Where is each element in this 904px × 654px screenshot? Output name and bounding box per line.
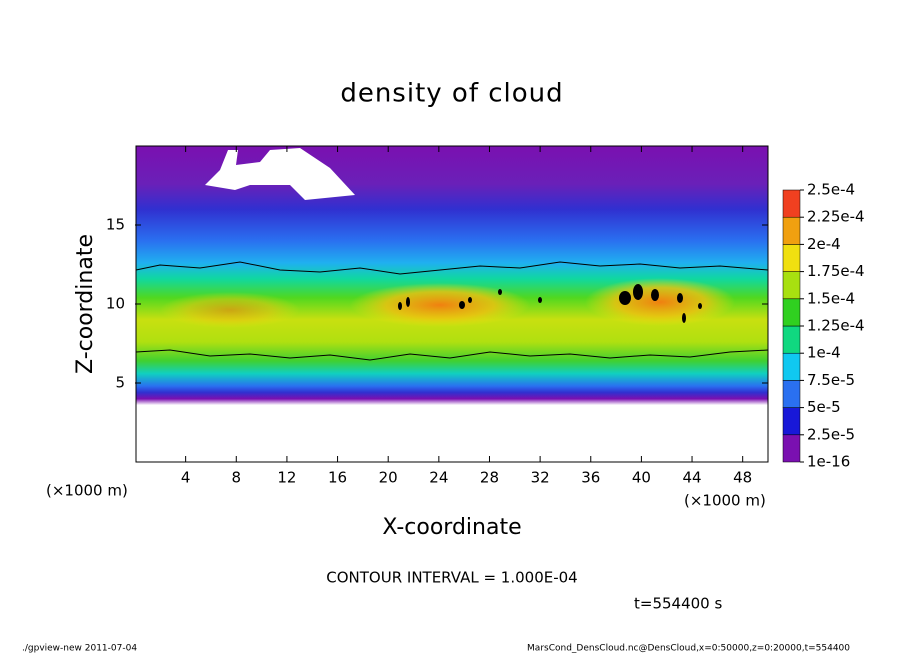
x-tick-label: 8 <box>232 469 242 487</box>
x-tick-label: 36 <box>581 469 600 487</box>
field-hotspot <box>160 292 300 328</box>
y-axis-title: Z-coordinate <box>73 234 98 374</box>
colorbar-label: 2.5e-5 <box>807 425 855 443</box>
x-tick-label: 16 <box>328 469 347 487</box>
colorbar-label: 1.75e-4 <box>807 262 865 280</box>
x-tick-label: 48 <box>733 469 752 487</box>
field-hotspot <box>585 278 735 326</box>
x-tick-label: 4 <box>181 469 191 487</box>
colorbar-label: 1.5e-4 <box>807 289 855 307</box>
colorbar-label: 1.25e-4 <box>807 317 865 335</box>
colorbar-band <box>782 380 801 408</box>
x-tick-label: 40 <box>632 469 651 487</box>
contour-line <box>135 349 769 361</box>
x-tick-label: 28 <box>480 469 499 487</box>
y-tick-label: 10 <box>106 295 125 313</box>
colorbar-band <box>782 434 801 463</box>
contour-interval: CONTOUR INTERVAL = 1.000E-04 <box>326 569 577 587</box>
colorbar-label: 1e-4 <box>807 344 841 362</box>
colorbar-band <box>782 216 801 245</box>
time-label: t=554400 s <box>634 595 722 613</box>
colorbar-band <box>782 325 801 354</box>
contour-islands <box>398 284 702 323</box>
y-tick-label: 5 <box>115 374 125 392</box>
colorbar-band <box>782 271 801 300</box>
y-unit: (×1000 m) <box>46 482 128 500</box>
field <box>135 145 769 463</box>
x-tick-label: 20 <box>379 469 398 487</box>
colorbar-band <box>782 298 801 327</box>
footer-left: ./gpview-new 2011-07-04 <box>22 644 137 654</box>
field-gap <box>205 148 355 200</box>
contour-line <box>135 261 769 275</box>
x-axis-title: X-coordinate <box>382 515 521 540</box>
colorbar-label: 5e-5 <box>807 398 841 416</box>
x-unit: (×1000 m) <box>684 492 766 510</box>
colorbar-label: 2e-4 <box>807 235 841 253</box>
colorbar-band <box>782 407 801 436</box>
x-tick-label: 44 <box>682 469 701 487</box>
colorbar-label: 2.5e-4 <box>807 181 855 199</box>
colorbar-band <box>782 189 801 218</box>
colorbar-label: 2.25e-4 <box>807 208 865 226</box>
colorbar-label: 1e-16 <box>807 453 850 471</box>
field-hotspot <box>350 283 530 327</box>
x-tick-label: 24 <box>429 469 448 487</box>
colorbar-band <box>782 244 801 272</box>
x-tick-label: 12 <box>277 469 296 487</box>
x-tick-label: 32 <box>531 469 550 487</box>
colorbar-label: 7.5e-5 <box>807 371 855 389</box>
colorbar-band <box>782 352 801 381</box>
y-tick-label: 15 <box>106 216 125 234</box>
chart-title: density of cloud <box>340 79 563 109</box>
footer-right: MarsCond_DensCloud.nc@DensCloud,x=0:5000… <box>527 644 850 654</box>
